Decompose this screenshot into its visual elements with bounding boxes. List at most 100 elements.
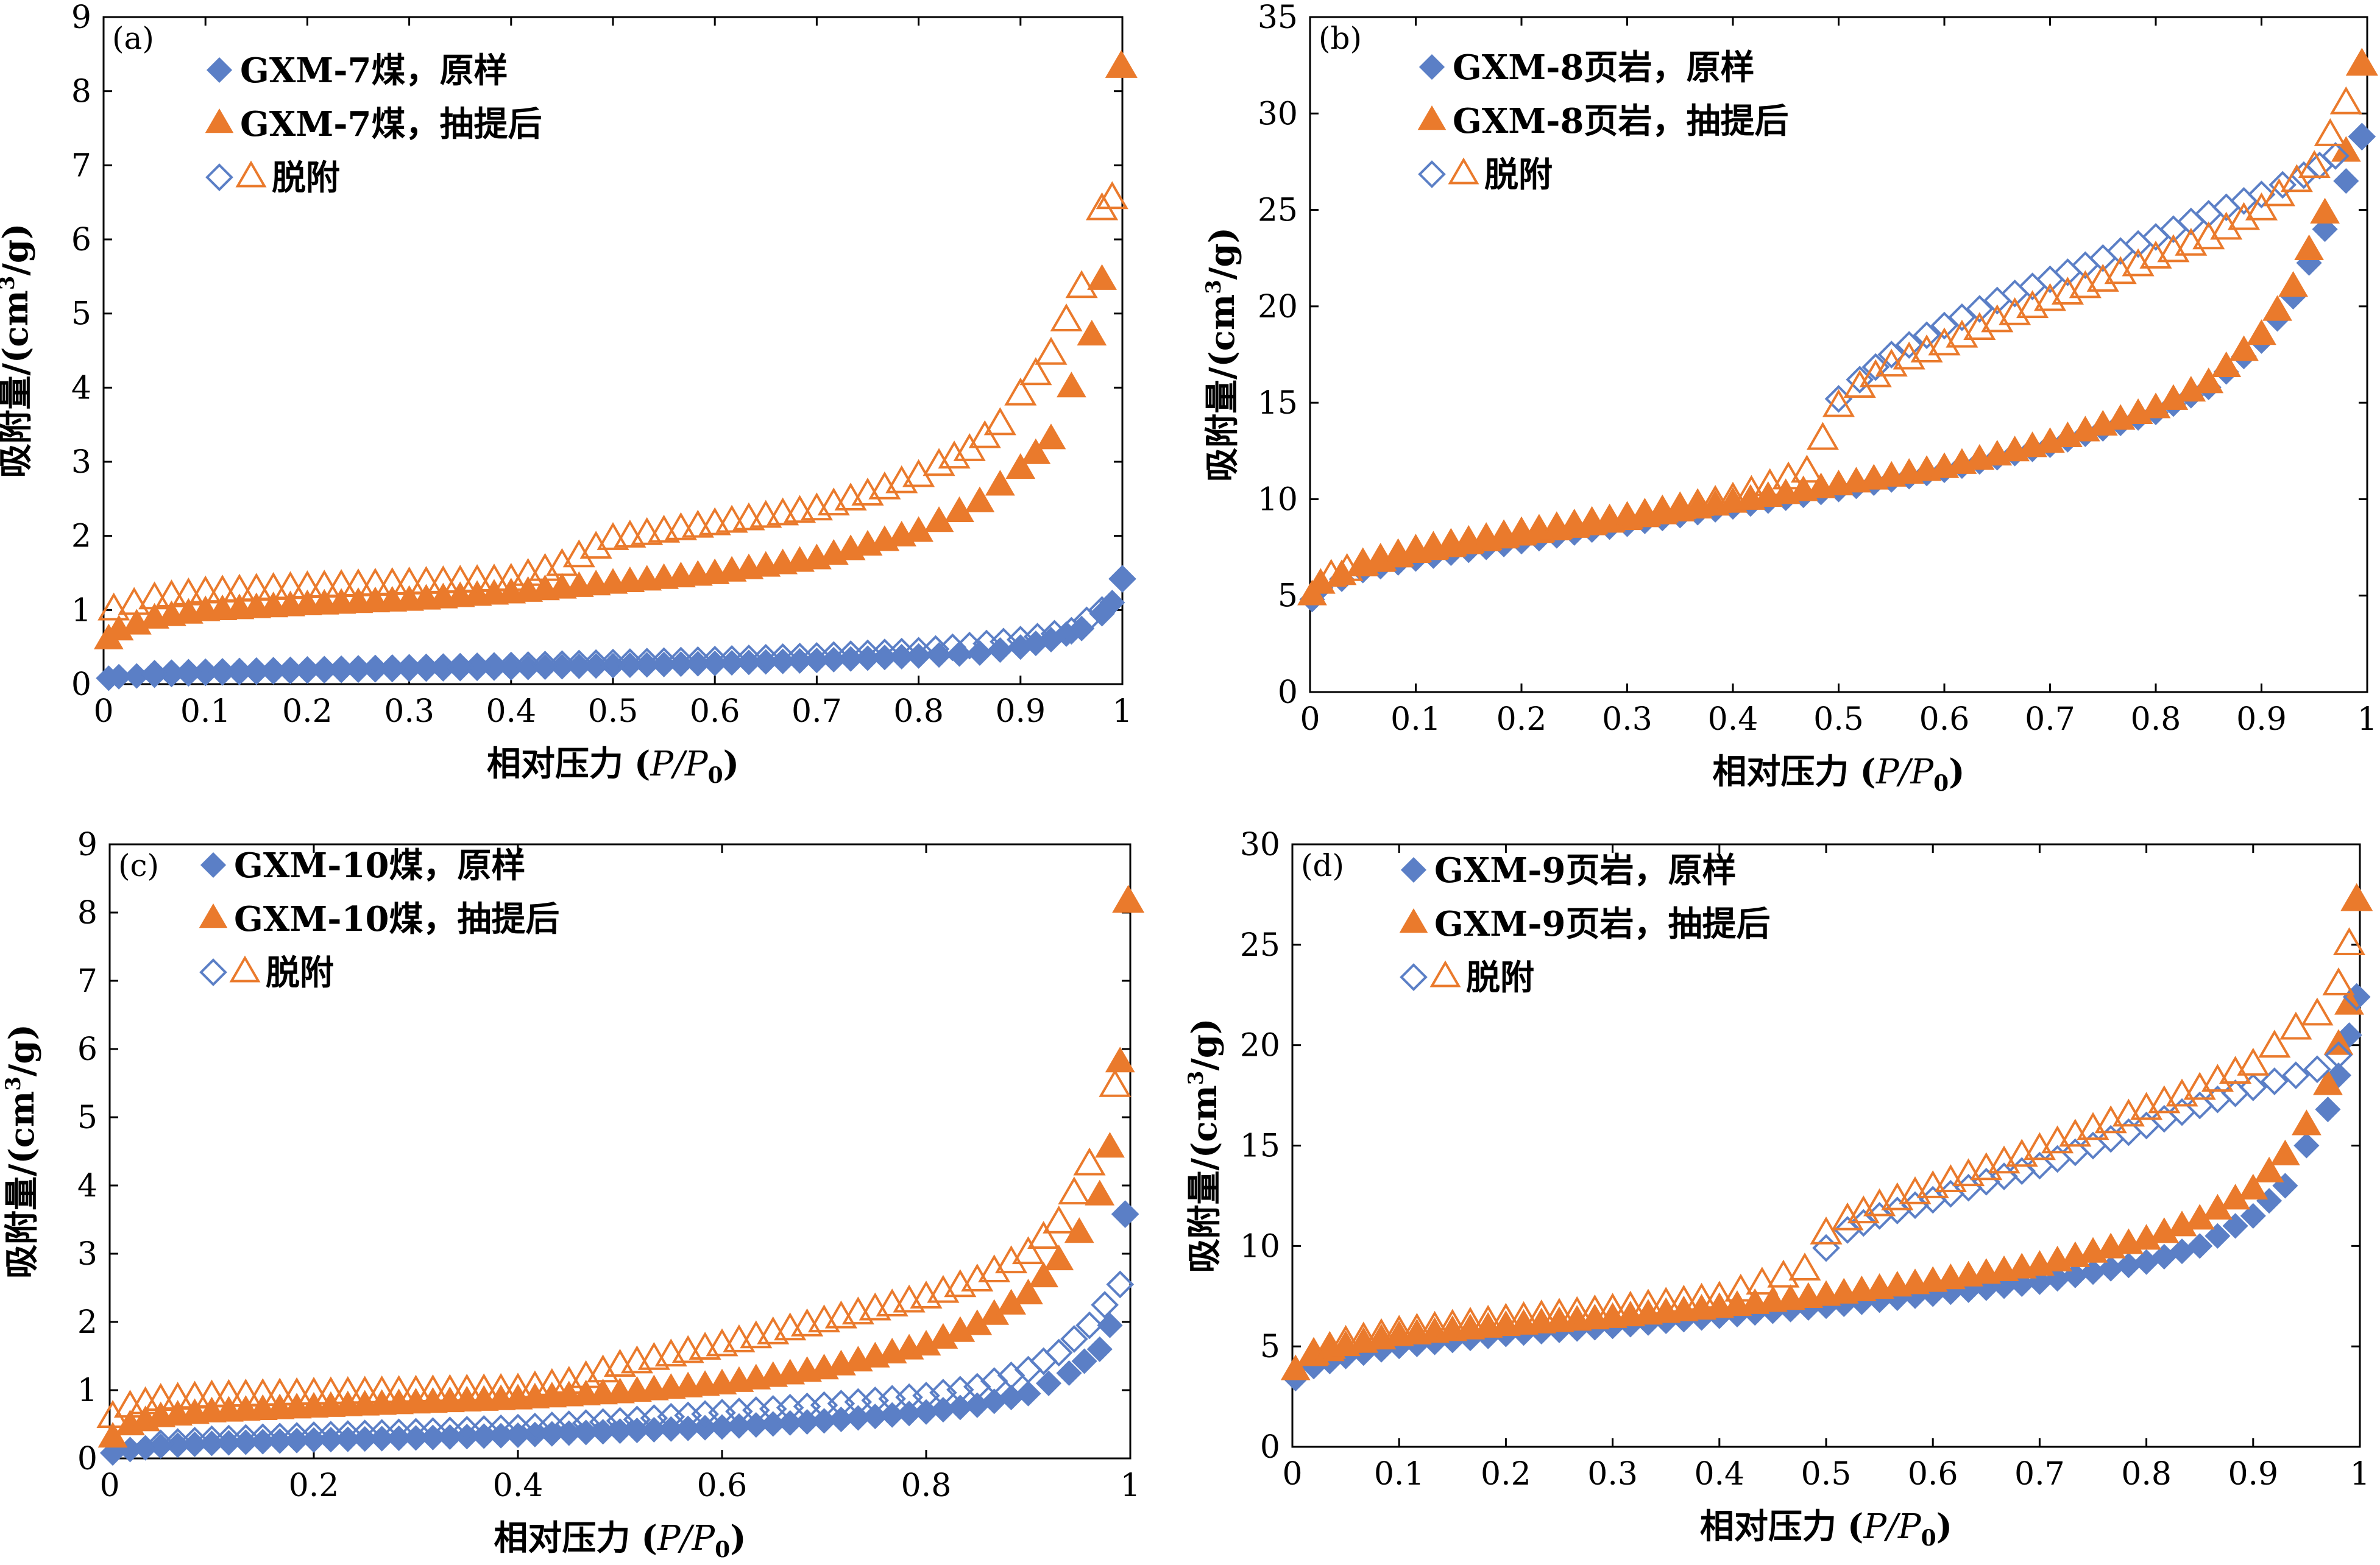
data-point-hollow-diamond <box>1983 286 2011 315</box>
y-tick-label: 25 <box>1258 193 1298 229</box>
data-point-hollow-triangle <box>1043 1205 1075 1234</box>
data-point-hollow-triangle <box>118 587 151 615</box>
data-point-hollow-triangle <box>1315 559 1348 587</box>
y-axis-title-end: /g) <box>2 1024 42 1076</box>
data-point-hollow-triangle <box>399 1374 433 1403</box>
data-point-hollow-triangle <box>1928 327 1961 356</box>
legend-label: GXM-7煤，原样 <box>240 51 508 91</box>
data-point-hollow-triangle <box>1330 1324 1362 1353</box>
data-point-hollow-triangle <box>1667 1284 1700 1313</box>
y-axis-title-text: 吸附量/(cm <box>1202 294 1242 482</box>
data-point-filled-triangle <box>2291 1109 2322 1136</box>
data-point-filled-diamond <box>2293 1132 2320 1159</box>
data-point-hollow-diamond <box>538 1411 566 1440</box>
x-tick-label: 0.4 <box>1694 1456 1744 1493</box>
y-tick-label: 20 <box>1240 1028 1280 1064</box>
data-point-hollow-triangle <box>1847 1195 1880 1224</box>
data-point-hollow-triangle <box>1735 475 1768 503</box>
x-axis-title: 相对压力 (P/P0) <box>1712 752 1964 796</box>
data-point-hollow-triangle <box>2130 1092 2163 1120</box>
data-point-hollow-diamond <box>1088 596 1116 624</box>
x-tick-label: 0.5 <box>588 693 639 730</box>
data-point-hollow-triangle <box>2166 1078 2198 1107</box>
data-point-hollow-triangle <box>1843 370 1876 398</box>
legend-marker <box>1429 960 1461 987</box>
data-point-hollow-triangle <box>229 1378 262 1407</box>
data-point-filled-diamond <box>1071 1348 1097 1374</box>
y-axis-title-sup: 3 <box>1 1076 26 1091</box>
data-point-hollow-triangle <box>1297 1337 1330 1365</box>
data-point-filled-triangle <box>965 486 995 512</box>
data-point-hollow-triangle <box>2148 1085 2181 1114</box>
y-axis-title-end: /g) <box>1185 1018 1225 1070</box>
x-tick-label: 0.9 <box>995 693 1046 730</box>
data-point-hollow-diamond <box>2018 272 2047 300</box>
data-point-hollow-triangle <box>1418 1310 1451 1339</box>
data-point-hollow-triangle <box>553 1366 586 1394</box>
x-tick-label: 0.5 <box>1801 1456 1852 1493</box>
data-point-hollow-diamond <box>572 1409 600 1437</box>
x-tick-label: 0.9 <box>2228 1456 2278 1493</box>
data-point-hollow-triangle <box>2258 1030 2291 1058</box>
y-axis-title-sup: 3 <box>0 276 19 291</box>
data-point-hollow-triangle <box>2201 1064 2234 1092</box>
x-axis-title-sub: 0 <box>715 1537 730 1563</box>
data-point-hollow-triangle <box>927 1274 960 1303</box>
data-point-hollow-diamond <box>955 631 984 660</box>
x-tick-label: 0.3 <box>1602 701 1652 738</box>
data-point-hollow-triangle <box>1004 377 1037 406</box>
data-point-hollow-triangle <box>893 1284 926 1313</box>
data-point-hollow-triangle <box>1540 511 1573 540</box>
data-point-hollow-triangle <box>1999 297 2031 325</box>
legend-marker <box>205 163 233 191</box>
data-point-hollow-triangle <box>2332 927 2366 955</box>
data-point-filled-triangle <box>2331 136 2361 162</box>
data-point-hollow-triangle <box>2051 277 2084 305</box>
y-tick-label: 3 <box>77 1236 97 1273</box>
data-point-hollow-triangle <box>1681 488 1714 517</box>
y-tick-label: 15 <box>1240 1128 1280 1165</box>
data-point-filled-diamond <box>2205 1223 2231 1249</box>
data-point-hollow-triangle <box>851 478 884 506</box>
data-point-hollow-diamond <box>938 633 967 662</box>
data-point-hollow-triangle <box>2279 1011 2312 1040</box>
data-point-hollow-diamond <box>2203 1085 2232 1114</box>
data-point-hollow-triangle <box>2314 118 2346 146</box>
data-point-hollow-triangle <box>409 566 443 594</box>
data-point-hollow-triangle <box>1632 1288 1665 1317</box>
data-point-hollow-triangle <box>614 519 646 548</box>
data-point-hollow-triangle <box>715 504 748 533</box>
data-point-hollow-triangle <box>1099 1069 1132 1097</box>
y-tick-label: 35 <box>1258 0 1298 36</box>
plot-frame <box>108 843 1132 1460</box>
data-point-filled-diamond <box>2240 1203 2266 1229</box>
data-point-hollow-diamond <box>929 1379 957 1407</box>
legend-label: GXM-10煤，抽提后 <box>234 899 559 939</box>
x-axis-title-sub: 0 <box>708 763 723 788</box>
y-axis-title-sup: 3 <box>1202 280 1226 294</box>
data-point-hollow-triangle <box>1065 270 1098 299</box>
data-point-hollow-triangle <box>1105 50 1138 78</box>
y-tick-label: 2 <box>71 518 91 555</box>
data-point-hollow-triangle <box>1525 1299 1558 1327</box>
data-point-filled-triangle <box>1005 453 1036 479</box>
y-axis-title-text: 吸附量/(cm <box>2 1091 42 1279</box>
x-axis-title-var: P/P <box>657 1519 716 1558</box>
x-tick-label: 0 <box>99 1468 119 1504</box>
data-point-hollow-triangle <box>1112 885 1145 913</box>
data-point-hollow-triangle <box>195 1379 228 1408</box>
data-point-hollow-triangle <box>2280 164 2313 193</box>
data-point-hollow-diamond <box>2124 230 2152 258</box>
y-tick-label: 9 <box>77 827 97 863</box>
data-point-hollow-triangle <box>995 1245 1028 1274</box>
data-point-hollow-diamond <box>827 1390 855 1418</box>
data-point-hollow-triangle <box>1952 1158 1985 1187</box>
data-point-hollow-diamond <box>606 1407 634 1435</box>
data-point-filled-triangle <box>1095 1132 1125 1158</box>
data-point-hollow-diamond <box>776 1393 804 1422</box>
data-point-filled-diamond <box>2187 1233 2213 1259</box>
data-point-hollow-triangle <box>314 1376 347 1405</box>
data-point-filled-triangle <box>1105 1047 1135 1073</box>
x-tick-label: 0.1 <box>1374 1456 1425 1493</box>
